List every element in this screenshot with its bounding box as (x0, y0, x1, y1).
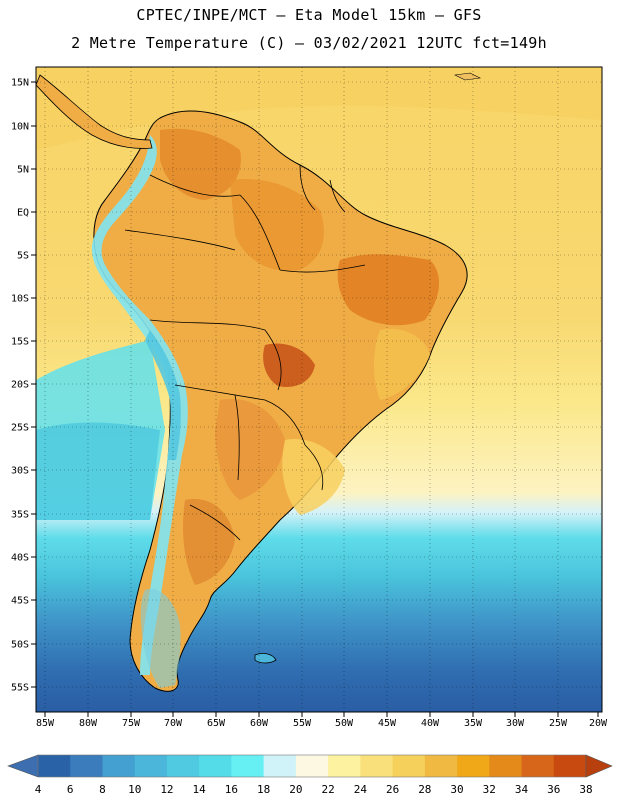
hot-core-chaco (215, 399, 285, 500)
colorbar-label: 16 (225, 783, 238, 796)
hot-core-pantanal (263, 343, 315, 388)
lon-label: 20W (589, 718, 608, 729)
hot-core-pampas (183, 499, 235, 585)
colorbar-swatch (134, 755, 168, 777)
lat-label: 45S (11, 596, 29, 607)
lon-label: 65W (207, 718, 226, 729)
lat-label: 50S (11, 640, 29, 651)
map-subtitle: 2 Metre Temperature (C) – 03/02/2021 12U… (71, 34, 547, 52)
patagonia-cool-region (140, 589, 181, 688)
map-frame (35, 66, 603, 713)
colorbar-swatch (166, 755, 200, 777)
colorbar-swatch (553, 755, 587, 777)
hot-core-amazon (230, 179, 324, 271)
lat-label: 40S (11, 553, 29, 564)
colorbar-swatch (70, 755, 103, 777)
lat-label: 35S (11, 510, 29, 521)
lat-label: 15S (11, 337, 29, 348)
colorbar-swatch (199, 755, 232, 777)
map-plot-area (36, 67, 602, 712)
caribbean-islands (453, 72, 482, 81)
colorbar-swatch (328, 755, 361, 777)
hot-core-northeast (337, 254, 440, 326)
uruguay-warm-region (282, 439, 345, 515)
colorbar-label: 32 (483, 783, 496, 796)
colorbar-swatch (295, 755, 329, 777)
colorbar-label: 18 (257, 783, 270, 796)
colorbar: 4 6 8 10 12 14 16 18 20 22 24 26 28 30 32 34 36 38 (7, 754, 613, 796)
colorbar-swatch (102, 755, 136, 777)
lat-label: 10S (11, 294, 29, 305)
north-warm-region (36, 67, 602, 150)
lat-label: 25S (11, 423, 29, 434)
lon-label: 35W (464, 718, 483, 729)
colorbar-low-arrow (7, 754, 39, 778)
colorbar-label: 30 (450, 783, 463, 796)
lat-label: 20S (11, 380, 29, 391)
map-title: CPTEC/INPE/MCT – Eta Model 15km – GFS (136, 6, 482, 24)
southeast-coast-region (374, 328, 430, 400)
colorbar-label: 12 (160, 783, 173, 796)
colorbar-label: 8 (99, 783, 106, 796)
colorbar-swatch (263, 755, 297, 777)
altiplano-cold-region (145, 330, 181, 460)
longitude-labels: 85W 80W 75W 70W 65W 60W 55W 50W 45W 40W 35W 30W 25W 2… (36, 712, 608, 729)
hot-core-northwest (160, 128, 241, 200)
falkland-islands (254, 653, 277, 664)
lat-label: 15N (11, 78, 29, 89)
colorbar-swatch (457, 755, 490, 777)
lon-label: 55W (293, 718, 312, 729)
pacific-cool-region (36, 422, 160, 520)
lon-label: 30W (506, 718, 525, 729)
lat-label: 10N (11, 122, 29, 133)
colorbar-label: 26 (386, 783, 399, 796)
lon-label: 75W (122, 718, 141, 729)
lat-label: EQ (17, 208, 29, 219)
colorbar-label: 10 (128, 783, 141, 796)
central-america-landmass (36, 74, 153, 149)
colorbar-label: 36 (547, 783, 560, 796)
colorbar-swatch (489, 755, 522, 777)
colorbar-label: 4 (35, 783, 42, 796)
lat-label: 30S (11, 466, 29, 477)
lon-label: 80W (79, 718, 98, 729)
country-borders (124, 164, 366, 541)
colorbar-label: 28 (418, 783, 431, 796)
lat-label: 55S (11, 683, 29, 694)
colorbar-label: 34 (515, 783, 529, 796)
colorbar-swatch (38, 755, 71, 777)
lon-label: 40W (421, 718, 440, 729)
colorbar-swatch (231, 755, 264, 777)
lon-label: 25W (549, 718, 568, 729)
colorbar-label: 24 (354, 783, 368, 796)
colorbar-swatch (521, 755, 555, 777)
lon-label: 50W (335, 718, 354, 729)
colorbar-high-arrow (585, 754, 613, 778)
latitude-labels: 15N 10N 5N EQ 5S 10S 15S 20S 25S 30S 35S 40S 45S 50S 5… (11, 78, 36, 694)
colorbar-swatch (360, 755, 393, 777)
lat-label: 5S (17, 251, 29, 262)
lat-label: 5N (17, 165, 29, 176)
colorbar-label: 38 (579, 783, 592, 796)
colorbar-label: 14 (193, 783, 207, 796)
colorbar-swatch (392, 755, 426, 777)
andes-cold-stripe (91, 135, 188, 675)
colorbar-label: 6 (67, 783, 74, 796)
colorbar-label: 20 (289, 783, 302, 796)
lon-label: 85W (36, 718, 55, 729)
lon-label: 70W (164, 718, 183, 729)
colorbar-label: 22 (321, 783, 334, 796)
lon-label: 60W (250, 718, 269, 729)
lon-label: 45W (378, 718, 397, 729)
colorbar-swatch (424, 755, 458, 777)
